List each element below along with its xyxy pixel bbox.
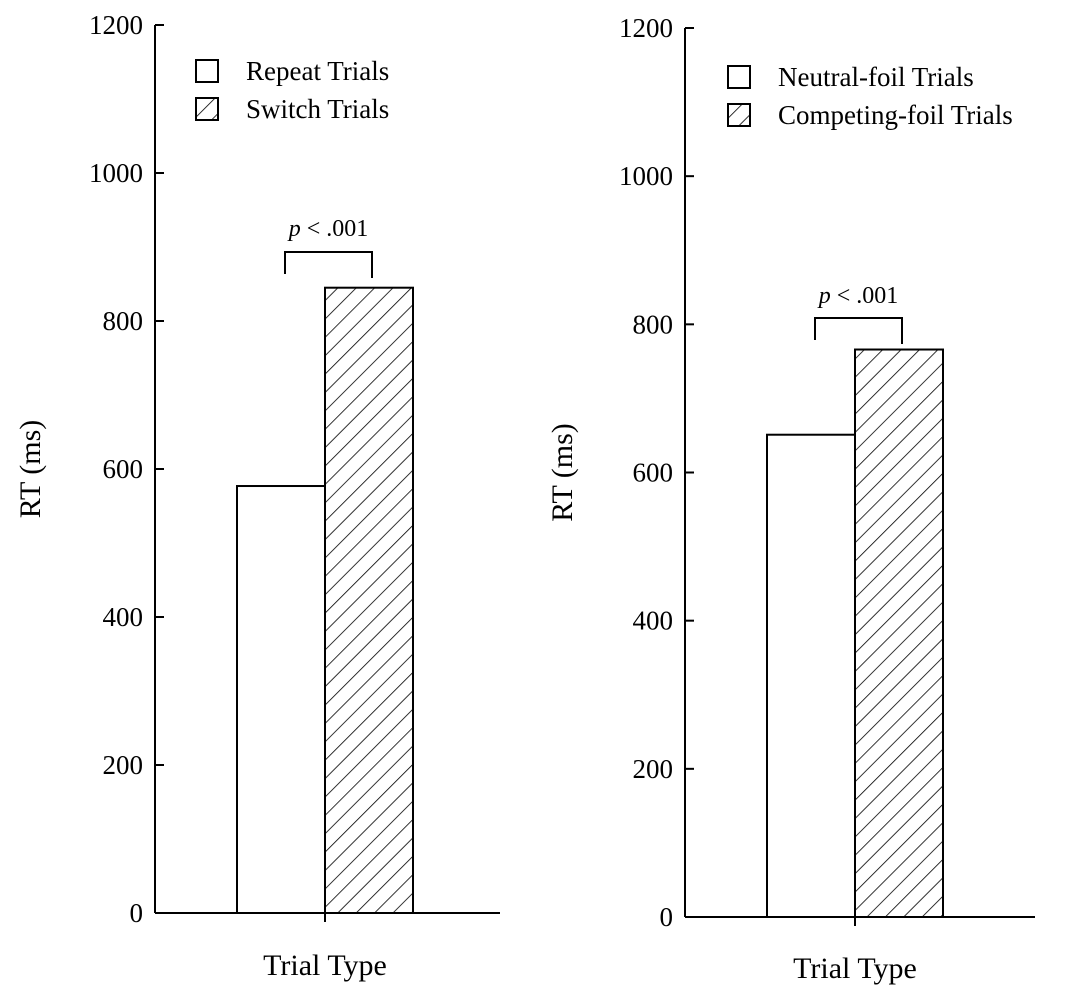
- significance-label: p < .001: [817, 283, 899, 309]
- y-tick-label: 1200: [619, 13, 673, 43]
- y-tick-label: 600: [103, 454, 144, 484]
- y-tick-label: 200: [103, 750, 144, 780]
- y-tick-label: 400: [103, 602, 144, 632]
- y-axis-title: RT (ms): [546, 423, 579, 521]
- y-tick-label: 0: [660, 902, 674, 932]
- y-tick-label: 400: [633, 606, 674, 636]
- y-tick-label: 600: [633, 458, 674, 488]
- y-axis-title: RT (ms): [14, 420, 47, 518]
- y-tick-label: 0: [130, 898, 144, 928]
- left-chart-panel: 0 200 400 600 800 1000 1200 RT (ms) Trial Type Re…: [14, 10, 500, 982]
- y-tick-label: 200: [633, 754, 674, 784]
- legend-swatch-plain: [727, 65, 751, 89]
- significance-bracket: [814, 317, 903, 344]
- x-axis-title: Trial Type: [263, 949, 387, 982]
- y-tick-label: 1200: [89, 10, 143, 40]
- y-tick-label: 800: [103, 306, 144, 336]
- legend-swatch-hatched: [195, 97, 219, 121]
- legend-swatch-hatched: [727, 103, 751, 127]
- bar-hatched: [854, 348, 944, 918]
- right-chart-panel: 0 200 400 600 800 1000 1200 RT (ms) Trial Type Ne…: [546, 13, 1035, 985]
- significance-bracket: [284, 251, 373, 278]
- legend-swatch-plain: [195, 59, 219, 83]
- legend-label: Neutral-foil Trials: [778, 62, 974, 92]
- legend-label: Competing-foil Trials: [778, 100, 1013, 130]
- y-tick-label: 800: [633, 309, 674, 339]
- legend-label: Switch Trials: [246, 94, 389, 124]
- bar-plain: [236, 485, 326, 914]
- bar-hatched: [324, 286, 414, 914]
- bar-plain: [766, 433, 856, 918]
- legend-label: Repeat Trials: [246, 56, 389, 86]
- x-axis-title: Trial Type: [793, 952, 917, 985]
- significance-label: p < .001: [287, 216, 369, 242]
- y-tick-label: 1000: [619, 161, 673, 191]
- y-tick-label: 1000: [89, 158, 143, 188]
